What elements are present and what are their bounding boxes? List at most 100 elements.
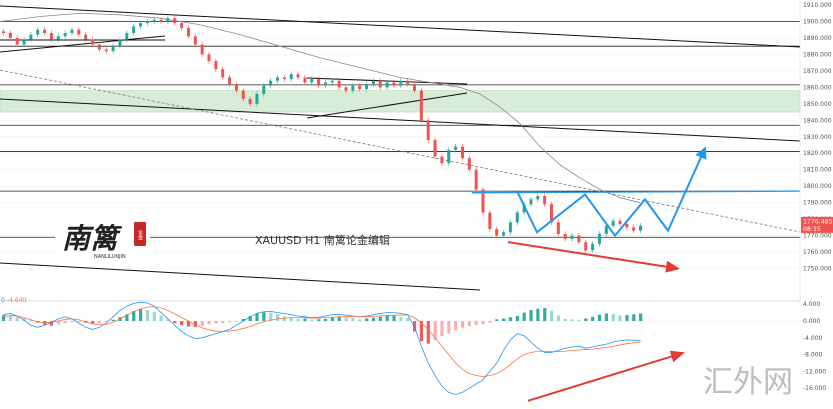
candle-body	[611, 220, 615, 226]
price-tick-label: 1820.000	[803, 150, 832, 157]
candle-body	[310, 79, 314, 83]
macd-bar	[255, 313, 259, 321]
macd-bar	[2, 315, 6, 321]
candle-body	[474, 169, 478, 190]
candle-body	[536, 196, 540, 200]
dashed-trend-line	[0, 69, 801, 233]
macd-bar	[591, 316, 595, 321]
macd-bar	[440, 321, 444, 337]
candle-body	[426, 120, 430, 141]
price-tick-label: 1830.000	[803, 134, 832, 141]
candle-body	[508, 222, 512, 233]
red-arrow-macd	[527, 350, 685, 402]
candle-body	[365, 84, 369, 89]
price-gridlines	[0, 4, 800, 269]
candle-body	[467, 158, 471, 170]
candle-body	[49, 32, 53, 40]
macd-bar	[570, 319, 574, 321]
candle-body	[344, 87, 348, 91]
logo-sub-text: NANLILUNJIN	[94, 254, 126, 260]
price-tick-label: 1880.000	[803, 51, 832, 58]
candle-body	[515, 212, 519, 223]
candle-body	[22, 39, 26, 45]
macd-bar	[639, 313, 643, 321]
candle-body	[632, 227, 636, 231]
macd-bar	[556, 315, 561, 321]
macd-bar	[166, 319, 170, 321]
macd-bar	[310, 319, 314, 321]
macd-bar	[234, 321, 239, 322]
candle-body	[36, 29, 40, 35]
macd-bar	[604, 313, 608, 321]
candle-body	[330, 80, 334, 83]
macd-bar	[159, 315, 163, 321]
price-tick-label: 1910.000	[803, 2, 832, 9]
candle-body	[399, 80, 403, 86]
macd-bar	[584, 318, 588, 321]
candle-body	[104, 49, 108, 52]
candle-body	[84, 34, 88, 40]
macd-tick-label: 4.000	[803, 301, 820, 308]
macd-tick-label: 0.000	[803, 318, 820, 325]
bottom-trend-line	[0, 262, 481, 291]
price-tick-labels: 1910.000 1900.000 1890.000 1880.000 1870.000…	[803, 2, 832, 273]
candle-body	[248, 98, 252, 104]
macd-bar	[173, 321, 177, 324]
symbol-label: XAUUSD H1 南篱论金编辑	[255, 233, 390, 247]
candle-body	[481, 189, 485, 213]
macd-bar	[200, 321, 204, 327]
price-tick-label: 1750.000	[803, 266, 832, 273]
macd-label-value: -4.640	[7, 297, 27, 304]
macd-bar	[426, 321, 430, 344]
candle-body	[522, 204, 526, 213]
macd-bar	[22, 318, 26, 321]
candle-body	[584, 242, 588, 251]
candle-body	[591, 243, 595, 251]
macd-bar	[180, 321, 184, 326]
macd-bar	[454, 321, 458, 331]
macd-bar	[474, 321, 478, 326]
candle-body	[597, 233, 601, 244]
signal-line	[3, 306, 641, 377]
price-tick-label: 1900.000	[803, 18, 832, 25]
candle-body	[97, 44, 101, 50]
red-arrow-price	[507, 241, 680, 273]
candle-body	[200, 44, 204, 55]
candle-body	[139, 23, 142, 27]
macd-bar	[358, 319, 362, 321]
current-price-countdown: 08:15	[803, 226, 821, 233]
macd-bar	[378, 316, 382, 321]
macd-bar	[399, 316, 403, 321]
macd-bar	[262, 312, 266, 321]
macd-bar	[419, 321, 424, 342]
macd-bar	[385, 315, 389, 321]
candle-body	[77, 29, 81, 35]
candle-body	[556, 222, 560, 234]
macd-bar	[63, 321, 67, 324]
candle-body	[550, 204, 553, 223]
blue-neckline	[471, 190, 801, 194]
candle-body	[371, 80, 375, 85]
seal-stamp	[134, 222, 146, 246]
macd-bar	[330, 317, 334, 321]
candle-body	[358, 85, 362, 89]
macd-bar	[303, 318, 307, 321]
candle-body	[440, 156, 444, 164]
candle-body	[618, 220, 622, 225]
macd-bar	[618, 315, 622, 321]
macd-bar	[317, 319, 321, 321]
candle-body	[317, 79, 321, 86]
candle-body	[70, 29, 74, 33]
macd-bar	[337, 316, 341, 321]
current-price-value: 1776.485	[803, 218, 833, 225]
candle-body	[56, 36, 60, 40]
macd-tick-labels: 4.000 0.000 -4.000 -8.000 -12.000 -16.000	[803, 301, 826, 392]
price-tick-label: 1770.000	[803, 233, 832, 240]
brand-logo: 南篱 NANLILUNJIN 论金	[55, 216, 150, 262]
candle-body	[454, 146, 458, 150]
upper-channel-line	[0, 5, 801, 48]
candle-body	[145, 21, 149, 24]
candle-body	[43, 29, 47, 33]
macd-bar	[269, 312, 273, 321]
